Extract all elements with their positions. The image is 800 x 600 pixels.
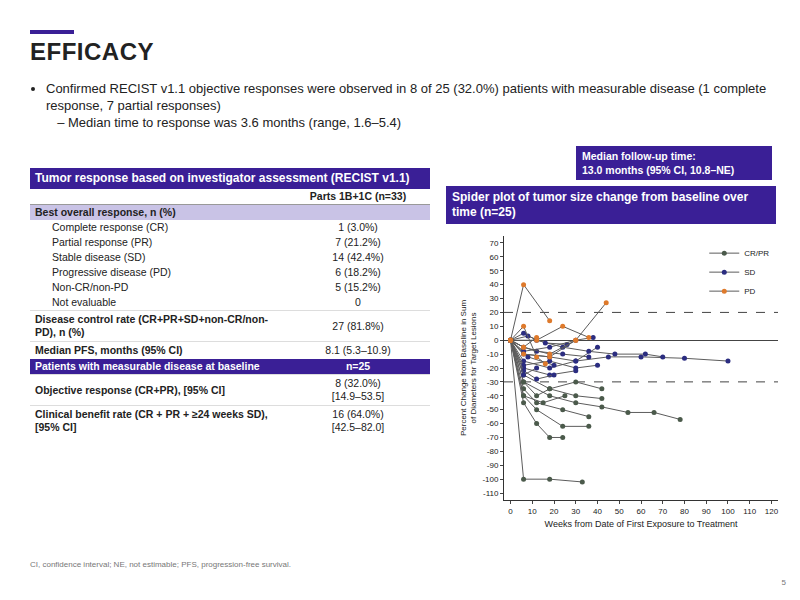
html-text:EFFICACY: EFFICACY (30, 38, 154, 65)
svg-text:40: 40 (489, 280, 498, 289)
html-text:Partial response (PR): Partial response (PR) (52, 236, 153, 248)
svg-text:30: 30 (571, 507, 580, 516)
html-text:1 (3.0%): 1 (3.0%) (338, 221, 378, 233)
html-text:Parts 1B+1C (n=33): Parts 1B+1C (n=33) (309, 190, 407, 202)
html-text:Tumor response based on invest: Tumor response based on investigator ass… (35, 171, 410, 185)
svg-text:SD: SD (744, 268, 755, 277)
html-text:5 (15.2%): 5 (15.2%) (335, 281, 381, 293)
html-text:[14.9–53.5]: [14.9–53.5] (331, 390, 385, 402)
svg-text:60: 60 (637, 507, 646, 516)
svg-text:-110: -110 (483, 489, 499, 498)
html-text:Median time to response was 3.: Median time to response was 3.6 months (… (68, 115, 402, 130)
html-text:Disease control rate (CR+PR+SD: Disease control rate (CR+PR+SD+non-CR/no… (35, 313, 269, 338)
svg-text:70: 70 (489, 239, 498, 248)
svg-text:-80: -80 (487, 447, 499, 456)
svg-text:-40: -40 (487, 392, 499, 401)
svg-text:-100: -100 (482, 475, 499, 484)
svg-text:50: 50 (489, 267, 498, 276)
html-text:Complete response (CR): Complete response (CR) (52, 221, 169, 233)
html-text:CI, confidence interval; NE, n: CI, confidence interval; NE, not estimab… (30, 560, 291, 569)
html-text:5: 5 (781, 578, 786, 587)
html-text:7 (21.2%): 7 (21.2%) (335, 236, 381, 248)
svg-text:20: 20 (489, 308, 498, 317)
svg-text:Percent Change from Baseline i: Percent Change from Baseline in Sumof Di… (459, 300, 478, 436)
html-text:13.0 months (95% CI, 10.8–NE): 13.0 months (95% CI, 10.8–NE) (582, 164, 735, 176)
svg-text:-20: -20 (487, 364, 499, 373)
html-text:Median PFS, months (95% CI): Median PFS, months (95% CI) (35, 344, 183, 356)
html-text:6 (18.2%): 6 (18.2%) (335, 266, 381, 278)
svg-text:-90: -90 (487, 461, 499, 470)
html-text:Spider plot of tumor size chan: Spider plot of tumor size change from ba… (452, 190, 749, 219)
svg-text:120: 120 (765, 507, 779, 516)
html-text:Best overall response, n (%): Best overall response, n (%) (35, 206, 176, 218)
svg-text:20: 20 (550, 507, 559, 516)
html-text:Not evaluable: Not evaluable (52, 296, 117, 308)
svg-text:80: 80 (680, 507, 689, 516)
html-text:Confirmed RECIST v1.1 objectiv: Confirmed RECIST v1.1 objective response… (46, 81, 767, 113)
svg-text:30: 30 (489, 294, 498, 303)
html-text:27 (81.8%): 27 (81.8%) (332, 319, 384, 332)
html-text:Progressive disease (PD): Progressive disease (PD) (52, 266, 171, 278)
html-text:Objective response (CR+PR), [9: Objective response (CR+PR), [95% CI] (35, 383, 225, 396)
svg-text:-10: -10 (487, 350, 499, 359)
svg-text:PD: PD (744, 287, 755, 296)
html-text:Patients with measurable disea: Patients with measurable disease at base… (35, 360, 260, 372)
svg-text:10: 10 (528, 507, 537, 516)
svg-text:10: 10 (489, 322, 498, 331)
html-text:16 (64.0%): 16 (64.0%) (332, 408, 384, 420)
html-text:8.1 (5.3–10.9): 8.1 (5.3–10.9) (325, 344, 391, 356)
svg-text:50: 50 (615, 507, 624, 516)
svg-text:-30: -30 (487, 378, 499, 387)
html-text:Clinical benefit rate (CR + PR: Clinical benefit rate (CR + PR + ≥24 wee… (35, 408, 268, 433)
svg-text:110: 110 (743, 507, 756, 516)
svg-text:0: 0 (508, 507, 513, 516)
svg-text:CR/PR: CR/PR (744, 249, 769, 258)
svg-text:Weeks from Date of First Expos: Weeks from Date of First Exposure to Tre… (545, 519, 738, 529)
svg-text:0: 0 (494, 336, 499, 345)
html-text:[42.5–82.0]: [42.5–82.0] (331, 421, 385, 433)
html-text:Median follow-up time:: Median follow-up time: (582, 150, 696, 162)
svg-text:-60: -60 (487, 419, 499, 428)
html-text:Non-CR/non-PD: Non-CR/non-PD (52, 281, 129, 293)
svg-text:90: 90 (702, 507, 711, 516)
svg-text:70: 70 (658, 507, 667, 516)
svg-text:60: 60 (489, 253, 498, 262)
html-text:0: 0 (355, 296, 361, 308)
html-text:14 (42.4%): 14 (42.4%) (332, 251, 384, 263)
svg-text:-50: -50 (487, 405, 499, 414)
html-text:8 (32.0%): 8 (32.0%) (335, 377, 381, 389)
svg-text:100: 100 (721, 507, 735, 516)
svg-text:40: 40 (593, 507, 602, 516)
html-text:n=25: n=25 (345, 360, 371, 372)
svg-text:-70: -70 (487, 433, 499, 442)
html-text:Stable disease (SD): Stable disease (SD) (52, 251, 146, 263)
